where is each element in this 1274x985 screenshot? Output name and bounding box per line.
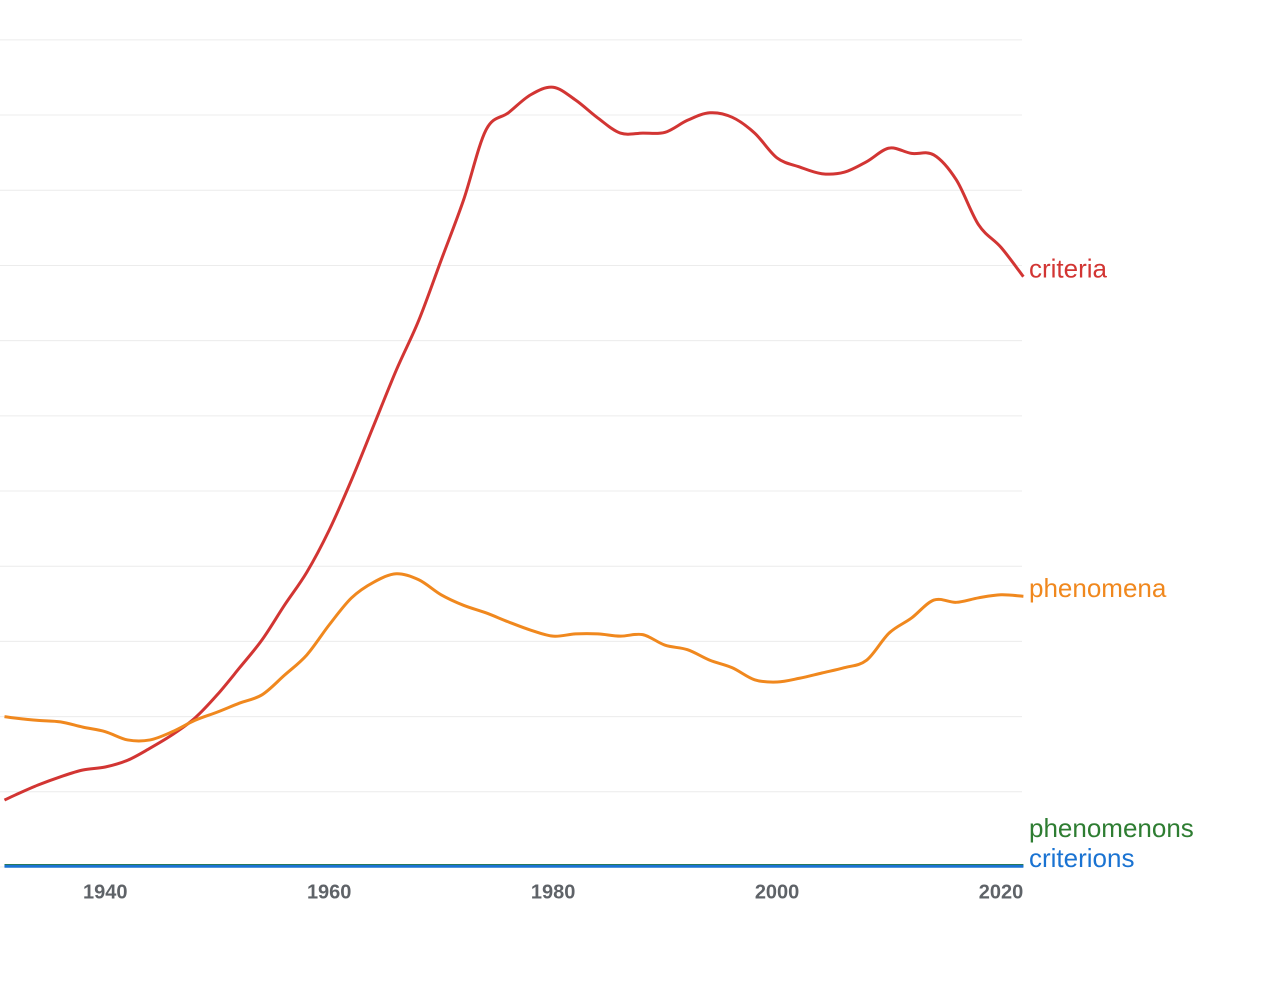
legend-label: phenomenons xyxy=(1029,813,1194,843)
line-series xyxy=(4,572,1024,743)
x-tick-label: 2020 xyxy=(979,881,1024,903)
x-tick-label: 1960 xyxy=(307,881,352,903)
legend-label: phenomena xyxy=(1029,573,1167,603)
legend-label: criterions xyxy=(1029,843,1134,873)
x-tick-label: 1980 xyxy=(531,881,576,903)
x-tick-label: 2000 xyxy=(755,881,800,903)
line-series xyxy=(3,85,1025,802)
legend-label: criteria xyxy=(1029,254,1108,284)
x-tick-label: 1940 xyxy=(83,881,128,903)
